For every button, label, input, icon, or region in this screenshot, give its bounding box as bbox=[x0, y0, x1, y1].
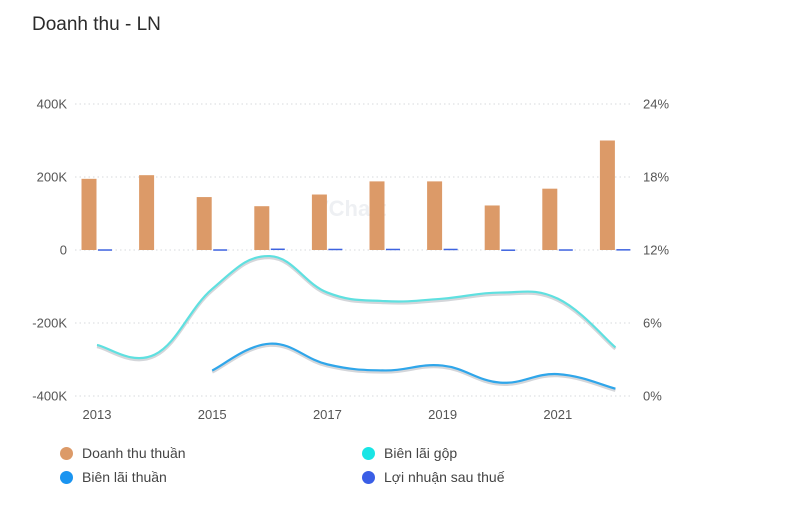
y-right-tick-label: 0% bbox=[643, 389, 662, 404]
gross-margin-line-shadow bbox=[96, 256, 617, 362]
profit-bar bbox=[98, 249, 112, 251]
x-tick-label: 2021 bbox=[543, 407, 572, 422]
profit-bar bbox=[501, 249, 516, 251]
revenue-bar bbox=[369, 181, 385, 250]
y-right-tick-label: 18% bbox=[643, 170, 669, 185]
x-tick-label: 2019 bbox=[428, 407, 457, 422]
profit-bar bbox=[558, 249, 573, 251]
y-left-tick-label: 400K bbox=[37, 97, 68, 112]
revenue-bar bbox=[311, 194, 327, 250]
x-tick-label: 2015 bbox=[198, 407, 227, 422]
profit-bar bbox=[213, 249, 228, 251]
profit-bar bbox=[270, 248, 285, 251]
y-left-tick-label: 200K bbox=[37, 170, 68, 185]
gross-margin-line bbox=[96, 254, 617, 360]
revenue-bar bbox=[254, 206, 270, 250]
y-right-tick-label: 6% bbox=[643, 316, 662, 331]
y-right-tick-label: 12% bbox=[643, 243, 669, 258]
revenue-bar bbox=[599, 140, 615, 250]
revenue-bar bbox=[139, 175, 155, 250]
revenue-bar bbox=[196, 197, 212, 250]
net-margin-line bbox=[211, 342, 616, 390]
revenue-bar bbox=[427, 181, 443, 250]
revenue-bar bbox=[542, 188, 558, 250]
y-left-tick-label: -400K bbox=[32, 389, 67, 404]
x-tick-label: 2017 bbox=[313, 407, 342, 422]
revenue-bar bbox=[81, 178, 97, 250]
y-left-tick-label: 0 bbox=[60, 243, 67, 258]
chart-title: Doanh thu - LN bbox=[32, 14, 161, 35]
x-tick-label: 2013 bbox=[83, 407, 112, 422]
profit-bar bbox=[386, 248, 400, 251]
profit-bar bbox=[443, 248, 458, 251]
profit-bar bbox=[328, 248, 343, 251]
revenue-bar bbox=[484, 205, 500, 250]
profit-bar bbox=[616, 249, 631, 251]
y-right-tick-label: 24% bbox=[643, 97, 669, 112]
net-margin-line-shadow bbox=[211, 343, 616, 392]
y-left-tick-label: -200K bbox=[32, 316, 67, 331]
